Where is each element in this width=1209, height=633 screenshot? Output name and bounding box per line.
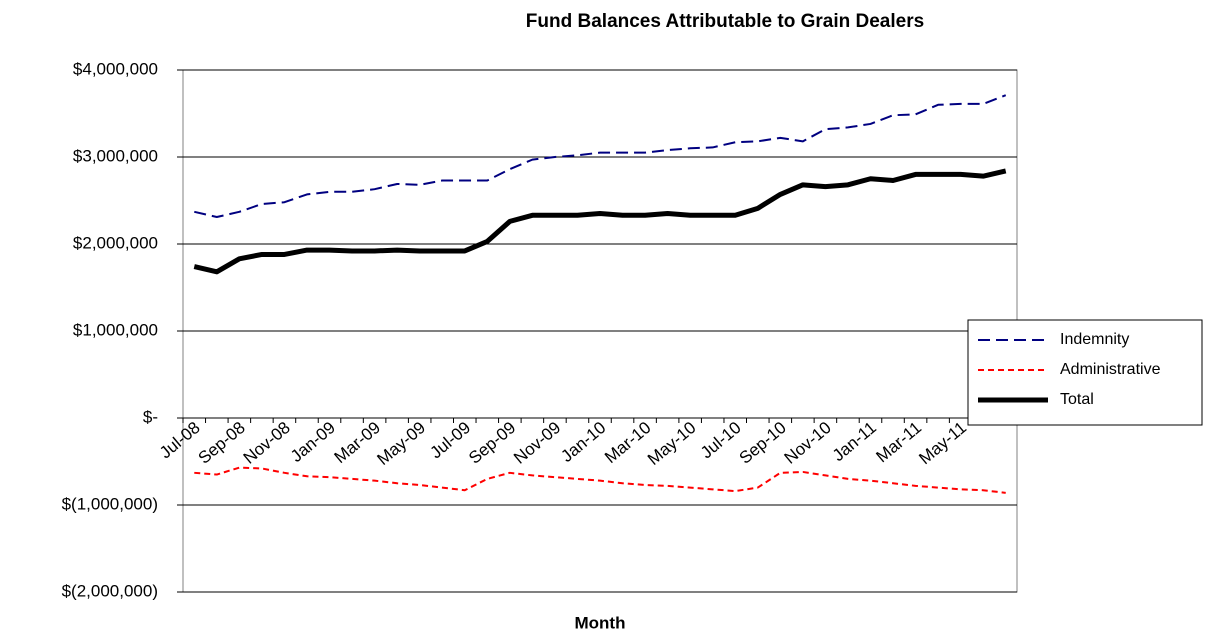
series-line [194, 466, 1006, 494]
x-axis-label: Month [575, 613, 626, 632]
y-tick-label: $2,000,000 [73, 233, 158, 252]
x-tick-label: Jan-09 [287, 418, 339, 466]
y-tick-label: $(1,000,000) [62, 494, 158, 513]
x-tick-label: Jan-10 [557, 418, 609, 466]
y-tick-label: $(2,000,000) [62, 581, 158, 600]
series-line [193, 168, 1007, 275]
x-tick-label: Nov-08 [240, 418, 294, 468]
y-tick-label: $4,000,000 [73, 59, 158, 78]
legend-label: Indemnity [1060, 331, 1129, 348]
y-tick-label: $3,000,000 [73, 146, 158, 165]
x-tick-label: Sep-09 [465, 418, 519, 468]
x-tick-label: Nov-09 [510, 418, 564, 468]
x-tick-label: Jan-11 [829, 418, 880, 465]
legend-box [967, 319, 1203, 426]
series-line [194, 94, 1007, 219]
x-tick-label: Sep-08 [195, 418, 249, 468]
y-tick-label: $- [143, 407, 158, 426]
y-tick-label: $1,000,000 [73, 320, 158, 339]
x-tick-label: Mar-11 [873, 418, 926, 466]
legend-label: Administrative [1060, 361, 1161, 378]
x-tick-label: May-10 [644, 418, 700, 469]
x-tick-label: May-09 [373, 418, 429, 469]
legend-label: Total [1060, 391, 1094, 408]
chart-title: Fund Balances Attributable to Grain Deal… [526, 11, 924, 32]
x-tick-label: Nov-10 [781, 418, 835, 468]
x-tick-label: Mar-09 [331, 418, 384, 467]
x-tick-label: Mar-10 [601, 418, 654, 467]
x-tick-label: May-11 [915, 418, 970, 468]
x-tick-label: Sep-10 [736, 418, 790, 468]
